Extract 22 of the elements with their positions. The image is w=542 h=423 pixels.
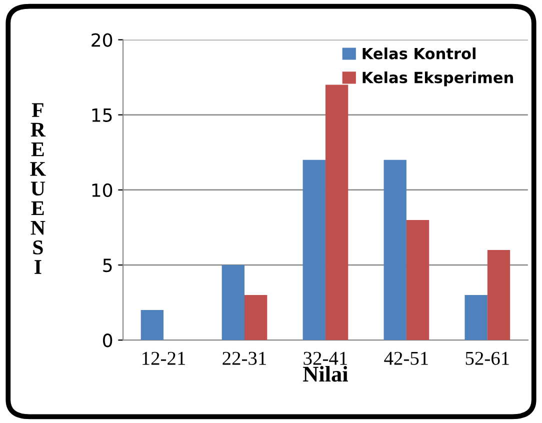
x-tick-label: 52-61 (466, 352, 509, 365)
x-tick-label: 42-51 (384, 352, 428, 365)
y-tick-label: 20 (92, 33, 112, 47)
bar (384, 160, 406, 340)
legend-label: Kelas Eksperimen (362, 71, 513, 86)
bar (487, 250, 510, 340)
text: FREKUENSI (30, 103, 46, 274)
bar (140, 310, 164, 340)
y-tick-label: 10 (92, 183, 112, 198)
bar (464, 295, 488, 340)
x-axis-title: Nilai (303, 366, 348, 382)
legend-label: Kelas Kontrol (362, 48, 476, 60)
bar (244, 295, 268, 340)
y-tick-label: 0 (103, 334, 112, 348)
bar (302, 160, 326, 340)
x-tick-label: 32-41 (304, 352, 347, 365)
bar (222, 265, 244, 340)
bar (406, 220, 430, 340)
y-tick-label: 5 (103, 258, 112, 272)
y-tick-label: 15 (92, 108, 112, 122)
x-tick-label: 12-21 (142, 352, 186, 365)
x-tick-label: 22-31 (222, 352, 266, 365)
